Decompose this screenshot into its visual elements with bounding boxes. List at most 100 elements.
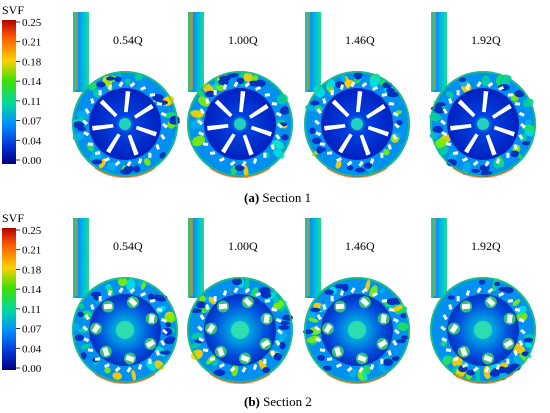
flow-blob [362,370,368,384]
flow-blob [131,369,137,381]
flow-blob [369,74,380,88]
guide-vane [229,366,236,373]
guide-vane [484,160,490,167]
legend-tick-label: 0.04 [22,135,42,147]
guide-vane [90,304,95,310]
guide-vane [465,290,471,296]
vortex-spot [165,322,172,328]
flow-blob [208,296,217,305]
impeller-blade-tip [91,323,101,334]
vortex-spot [346,165,354,171]
flow-blob [397,322,409,331]
impeller-blade [135,125,157,137]
guide-vane [129,81,136,88]
legend-title: SVF [2,3,24,17]
guide-vane [271,101,278,106]
guide-vane [314,119,320,126]
guide-vane [316,108,322,115]
vortex-spot [447,295,455,300]
vortex-spot [311,137,322,144]
contour-panel: 1.00Q [187,218,293,384]
vortex-spot [196,301,207,309]
guide-vane [140,85,147,91]
impeller-blade [239,91,246,113]
guide-vane [114,366,121,373]
guide-vane [160,317,167,323]
vortex-spot [190,308,202,314]
guide-vane [314,325,320,332]
impeller-blade-tip [377,339,388,349]
vortex-spot [498,286,510,292]
guide-vane [149,93,156,97]
vortex-spot [521,351,530,357]
flow-blob [80,343,90,350]
guide-vane [388,101,395,106]
guide-vane [358,160,364,167]
guide-vane [199,108,205,115]
pipe-wall-band [433,12,436,90]
guide-vane [244,287,251,294]
guide-vane [84,314,90,321]
hub [234,118,246,130]
guide-vane [442,314,448,321]
pipe-wall-band [190,218,193,296]
guide-vane [205,98,210,104]
vortex-spot [391,356,401,362]
guide-vane [472,160,479,167]
guide-vane [87,348,94,353]
guide-vane [476,287,482,294]
guide-vane [244,81,251,88]
vortex-spot [77,126,87,132]
vortex-spot [510,150,520,158]
impeller-blade [99,99,118,118]
legend-tick-label: 0.18 [22,264,42,276]
high-svf-band [94,167,156,178]
guide-vane [202,348,209,353]
guide-vane [442,108,448,115]
guide-vane [322,304,327,310]
flow-blob [190,110,204,118]
impeller-blade [356,91,363,113]
caption-letter: (b) [244,394,260,409]
caption-letter: (a) [244,190,259,205]
vortex-spot [114,76,122,82]
guide-vane [520,122,526,129]
vortex-spot [77,311,84,318]
guide-vane [381,299,388,303]
caption-section-1: (a) Section 1 [244,190,311,205]
hub [119,118,131,130]
guide-vane [83,337,90,343]
guide-vane [264,93,271,97]
flow-blob [126,278,136,291]
vortex-spot [74,334,84,341]
casing-wall [304,277,410,383]
vortex-spot [317,355,326,361]
pipe-wall-band [190,12,193,90]
flow-blob [272,139,285,150]
guide-vane [277,328,283,335]
guide-vane [445,348,452,353]
guide-vane [350,81,356,88]
legend-section-1: SVF 0.25 0.21 0.18 0.14 0.11 0.07 0.04 0.00 [2,3,42,167]
legend-tick-label: 0.00 [22,155,42,167]
impeller-blade [331,99,350,118]
guide-vane [387,350,392,356]
pipe-wall-band [75,12,78,90]
guide-vane [149,299,156,303]
flow-blob [524,342,533,348]
impeller-blade [207,124,229,131]
caption-text: Section 1 [259,190,311,205]
impeller-blade [124,91,131,113]
legend-tick-label: 0.21 [22,37,41,49]
flow-blob [143,158,151,166]
legend-tick-label: 0.11 [22,304,41,316]
flow-blob [513,355,523,365]
guide-vane [346,366,353,373]
impeller-blade-tip [145,339,156,349]
impeller-blade [133,104,154,119]
guide-vane [197,119,203,126]
guide-vane [277,122,283,129]
vortex-spot [105,76,115,81]
flow-blob [365,278,371,293]
guide-vane [513,144,518,150]
